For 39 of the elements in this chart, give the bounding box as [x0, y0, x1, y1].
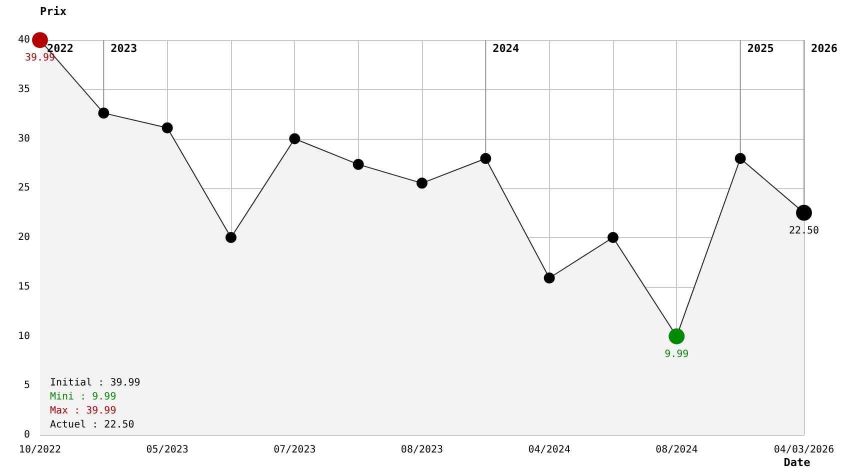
y-tick-label: 25 [18, 182, 30, 194]
y-tick-label: 40 [18, 34, 30, 46]
annotation: Max : 39.99 [50, 406, 116, 416]
y-tick-label: 35 [18, 84, 30, 95]
ref-line-label: 2026 [811, 42, 838, 55]
data-label: 22.50 [788, 225, 820, 236]
x-tick-label: 08/2023 [400, 444, 444, 456]
annotation: Actuel : 22.50 [50, 420, 134, 430]
point [416, 178, 428, 189]
x-tick-label: 04/2024 [528, 444, 570, 456]
point [608, 232, 618, 243]
annotation: 2024 [492, 42, 520, 55]
y-tick-label: 10 [18, 330, 30, 342]
point [734, 153, 746, 164]
y-axis-title: Prix [40, 5, 67, 18]
y-tick-label: 5 [24, 380, 30, 392]
data-label: 39.99 [24, 52, 56, 64]
point [544, 272, 555, 284]
point [162, 122, 173, 134]
data-label: 9.99 [664, 348, 689, 360]
y-tick-label: 0 [24, 430, 30, 440]
x-tick-label: 08/2024 [656, 444, 698, 456]
x-axis-title: Date [784, 456, 811, 469]
point [480, 153, 492, 164]
point [98, 108, 110, 119]
annotation: 2023 [110, 42, 138, 55]
y-tick-label: 15 [18, 281, 30, 292]
x-tick-label: 07/2023 [274, 444, 316, 456]
x-tick-label: 05/2023 [146, 444, 188, 456]
point [289, 133, 300, 144]
point [352, 158, 364, 170]
annotation: 2025 [747, 42, 774, 55]
x-tick-label: 04/03/2026 [774, 444, 834, 456]
y-tick-label: 20 [18, 232, 30, 243]
point [226, 232, 236, 243]
x-tick-label: 10/2022 [18, 444, 62, 456]
y-tick-label: 30 [18, 133, 30, 144]
annotation: Initial : 39.99 [50, 378, 140, 388]
annotation: Mini : 9.99 [50, 392, 116, 402]
